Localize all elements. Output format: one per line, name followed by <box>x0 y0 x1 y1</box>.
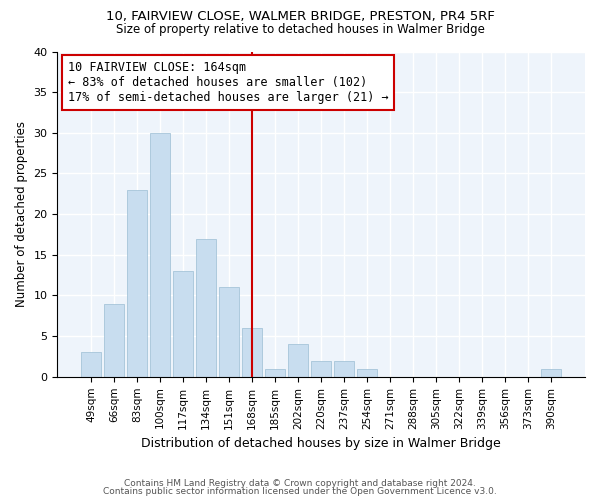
Bar <box>104 304 124 377</box>
Text: Size of property relative to detached houses in Walmer Bridge: Size of property relative to detached ho… <box>116 22 484 36</box>
Bar <box>82 352 101 377</box>
Bar <box>358 368 377 377</box>
Bar <box>242 328 262 377</box>
Bar <box>173 271 193 377</box>
Y-axis label: Number of detached properties: Number of detached properties <box>15 121 28 307</box>
Bar <box>265 368 285 377</box>
Text: 10 FAIRVIEW CLOSE: 164sqm
← 83% of detached houses are smaller (102)
17% of semi: 10 FAIRVIEW CLOSE: 164sqm ← 83% of detac… <box>68 62 389 104</box>
Bar <box>151 133 170 377</box>
Bar <box>311 360 331 377</box>
Bar <box>289 344 308 377</box>
Bar <box>196 238 216 377</box>
Text: Contains public sector information licensed under the Open Government Licence v3: Contains public sector information licen… <box>103 487 497 496</box>
Bar <box>127 190 147 377</box>
Text: Contains HM Land Registry data © Crown copyright and database right 2024.: Contains HM Land Registry data © Crown c… <box>124 478 476 488</box>
Bar <box>334 360 354 377</box>
Bar <box>220 288 239 377</box>
Text: 10, FAIRVIEW CLOSE, WALMER BRIDGE, PRESTON, PR4 5RF: 10, FAIRVIEW CLOSE, WALMER BRIDGE, PREST… <box>106 10 494 23</box>
X-axis label: Distribution of detached houses by size in Walmer Bridge: Distribution of detached houses by size … <box>142 437 501 450</box>
Bar <box>541 368 561 377</box>
